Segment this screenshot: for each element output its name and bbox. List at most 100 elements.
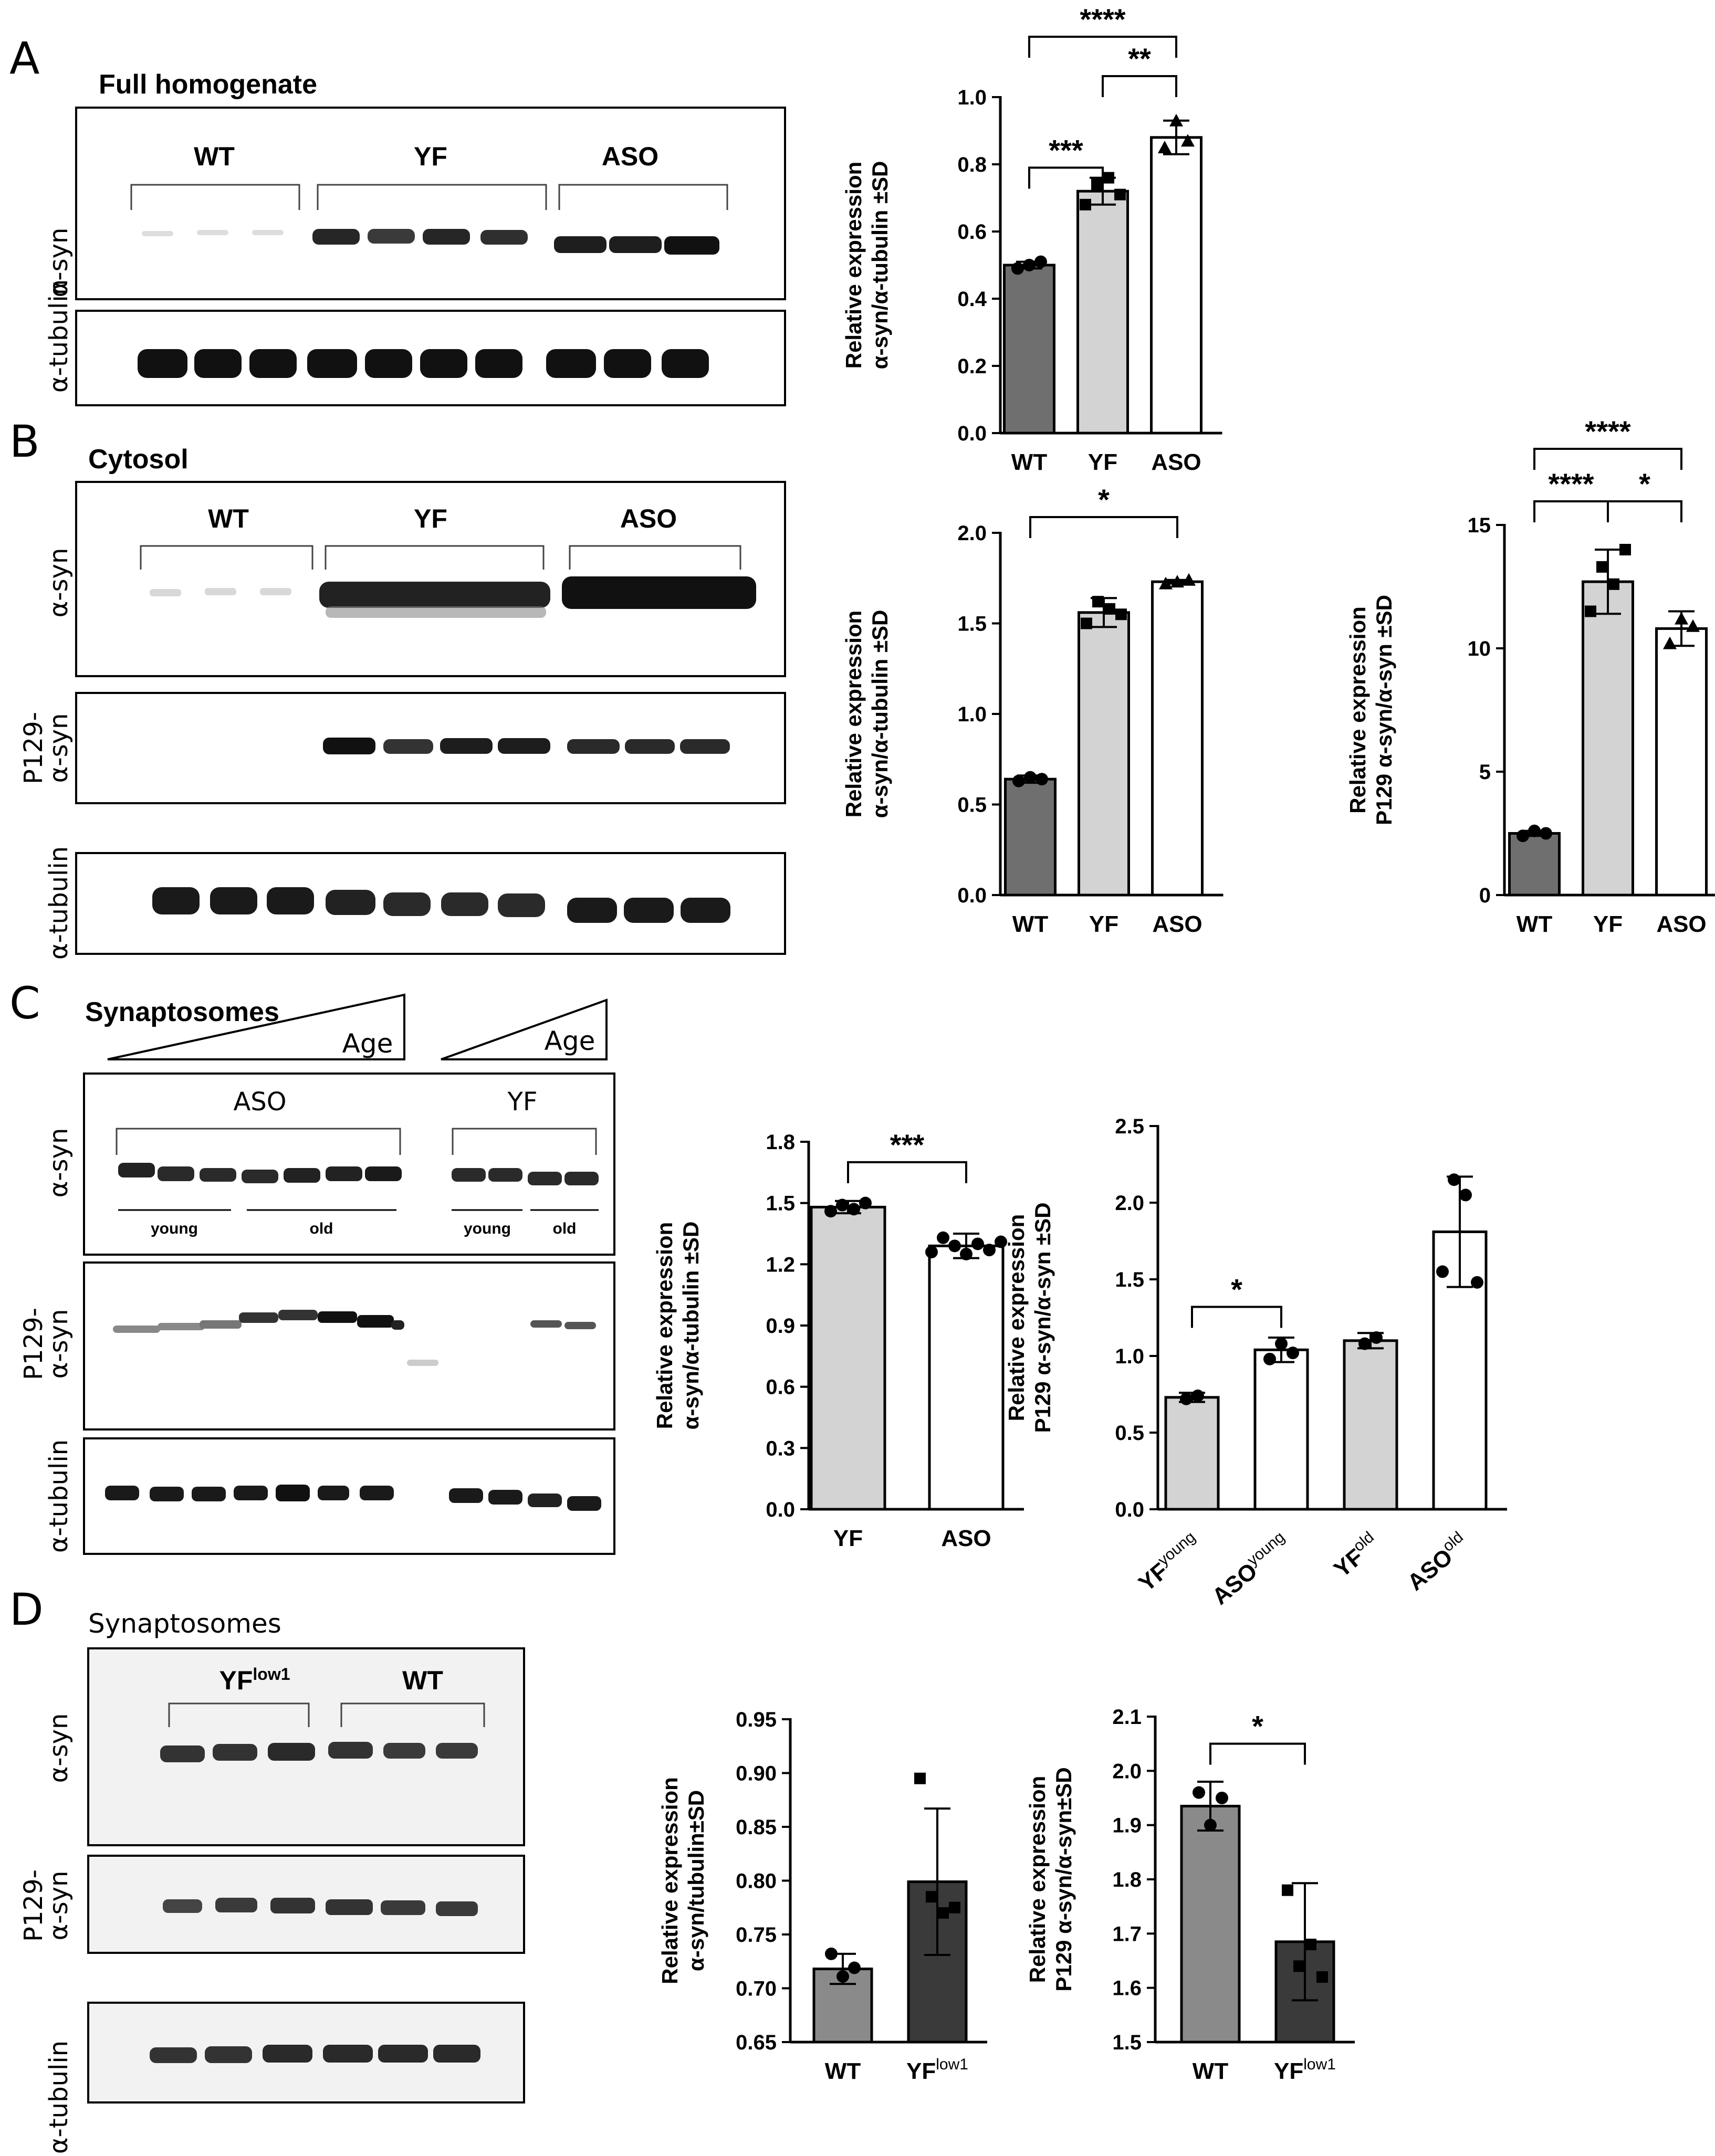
bracket [325, 545, 545, 570]
significance-bracket [847, 1161, 967, 1183]
band [436, 1743, 478, 1759]
band [452, 1168, 486, 1182]
subgroup-old: old [553, 1220, 577, 1237]
data-point [1104, 603, 1115, 615]
category-text: WT [1193, 2058, 1229, 2084]
panel-c-label: C [9, 977, 40, 1029]
data-point [1436, 1265, 1449, 1278]
data-point [960, 1247, 972, 1260]
y-tick-label: 0.5 [1115, 1422, 1144, 1445]
data-point [1080, 198, 1091, 211]
bracket [340, 1702, 485, 1727]
significance-label: **** [1548, 467, 1594, 500]
band [546, 349, 596, 378]
category-label: YF [1089, 911, 1118, 937]
y-axis-label-line: P129 α-syn/α-syn ±SD [1030, 1203, 1055, 1433]
bar [1076, 190, 1129, 435]
band [200, 1168, 236, 1182]
band [528, 1494, 562, 1507]
band [150, 2047, 197, 2063]
band [323, 738, 375, 754]
y-tick-label: 0.80 [736, 1870, 777, 1893]
data-point [1204, 1818, 1217, 1832]
data-point [1370, 1331, 1383, 1344]
significance-label: **** [1080, 3, 1125, 36]
category-text: YF [1274, 2058, 1303, 2084]
significance-label: **** [1585, 415, 1630, 448]
y-tick-label: 0.85 [736, 1816, 777, 1839]
band [567, 739, 620, 754]
band [528, 1172, 562, 1185]
data-point [1103, 172, 1114, 184]
y-axis-label: Relative expressionα-syn/α-tubulin ±SD [841, 610, 892, 818]
bar [1582, 580, 1634, 897]
band [328, 1742, 373, 1759]
data-point [1316, 1971, 1328, 1983]
band [498, 893, 545, 917]
band [391, 1320, 404, 1330]
data-point [1528, 824, 1541, 837]
y-tick-label: 1.8 [766, 1131, 795, 1154]
panel-d-blots: D Synaptosomes YFlow1 WT [9, 1584, 525, 2154]
y-tick-label: 0.6 [957, 220, 987, 244]
y-tick-label: 1.6 [1112, 1977, 1142, 2000]
y-tick-label: 0.70 [736, 1978, 777, 2001]
panel-c-title: Synaptosomes [85, 997, 279, 1027]
data-point [949, 1901, 960, 1913]
chart-b2: 0 5 10 15 Relative expressionP129 α-syn/α-sy… [1345, 415, 1715, 937]
band [381, 1900, 425, 1915]
y-tick-label: 1.0 [957, 86, 987, 109]
band [680, 739, 730, 754]
category-label: WT [1517, 911, 1553, 937]
blot-c-asyn-bands [118, 1163, 599, 1185]
data-point [848, 1203, 860, 1216]
band [664, 236, 719, 255]
band [163, 1899, 202, 1913]
y-axis-label-line: Relative expression [1345, 606, 1370, 814]
band [360, 1486, 394, 1500]
data-point [1159, 576, 1173, 590]
y-axis-label-line: Relative expression [841, 611, 866, 818]
y-tick-label: 0.0 [957, 884, 987, 907]
bar [1655, 627, 1708, 897]
band [624, 898, 674, 923]
significance-bracket [1028, 36, 1177, 58]
significance-label: * [1252, 1710, 1263, 1743]
blot-a-asyn-bands [142, 229, 719, 255]
blot-c-tubulin-bands [105, 1485, 601, 1511]
bar [1151, 580, 1204, 897]
blot-a-asyn-frame [75, 107, 786, 300]
data-point [1282, 1884, 1293, 1896]
row-label-asyn: α-syn [44, 548, 74, 618]
chart-c2: 0.0 0.5 1.0 1.5 2.0 2.5 Relative expressionP12… [1004, 1115, 1507, 1610]
data-point [1181, 134, 1195, 147]
category-sup: low1 [936, 2056, 968, 2073]
band [267, 887, 314, 914]
data-point [1169, 113, 1183, 127]
band [249, 349, 297, 378]
band [609, 236, 662, 253]
bracket [140, 545, 313, 570]
category-text: ASO [1152, 911, 1202, 937]
band [383, 1743, 425, 1759]
data-point [1540, 827, 1552, 840]
bar [1003, 264, 1055, 435]
band [312, 229, 360, 245]
y-axis-label-line: P129 α-syn/α-syn ±SD [1372, 595, 1396, 825]
data-point [1305, 1939, 1316, 1950]
band [326, 1899, 373, 1915]
blot-c-group-aso: ASO [233, 1087, 286, 1117]
bracket [452, 1128, 597, 1155]
data-point [1675, 612, 1688, 625]
data-point [914, 1772, 926, 1784]
age-triangle-yf [441, 998, 608, 1060]
significance-label: * [1231, 1273, 1242, 1306]
category-label: WT [1012, 911, 1049, 937]
band [681, 898, 730, 923]
data-point [1012, 774, 1025, 787]
y-tick-label: 0.95 [736, 1708, 777, 1731]
data-point [1170, 575, 1184, 588]
band [242, 1170, 278, 1183]
data-point [1115, 608, 1127, 620]
bar [1180, 1805, 1241, 2044]
